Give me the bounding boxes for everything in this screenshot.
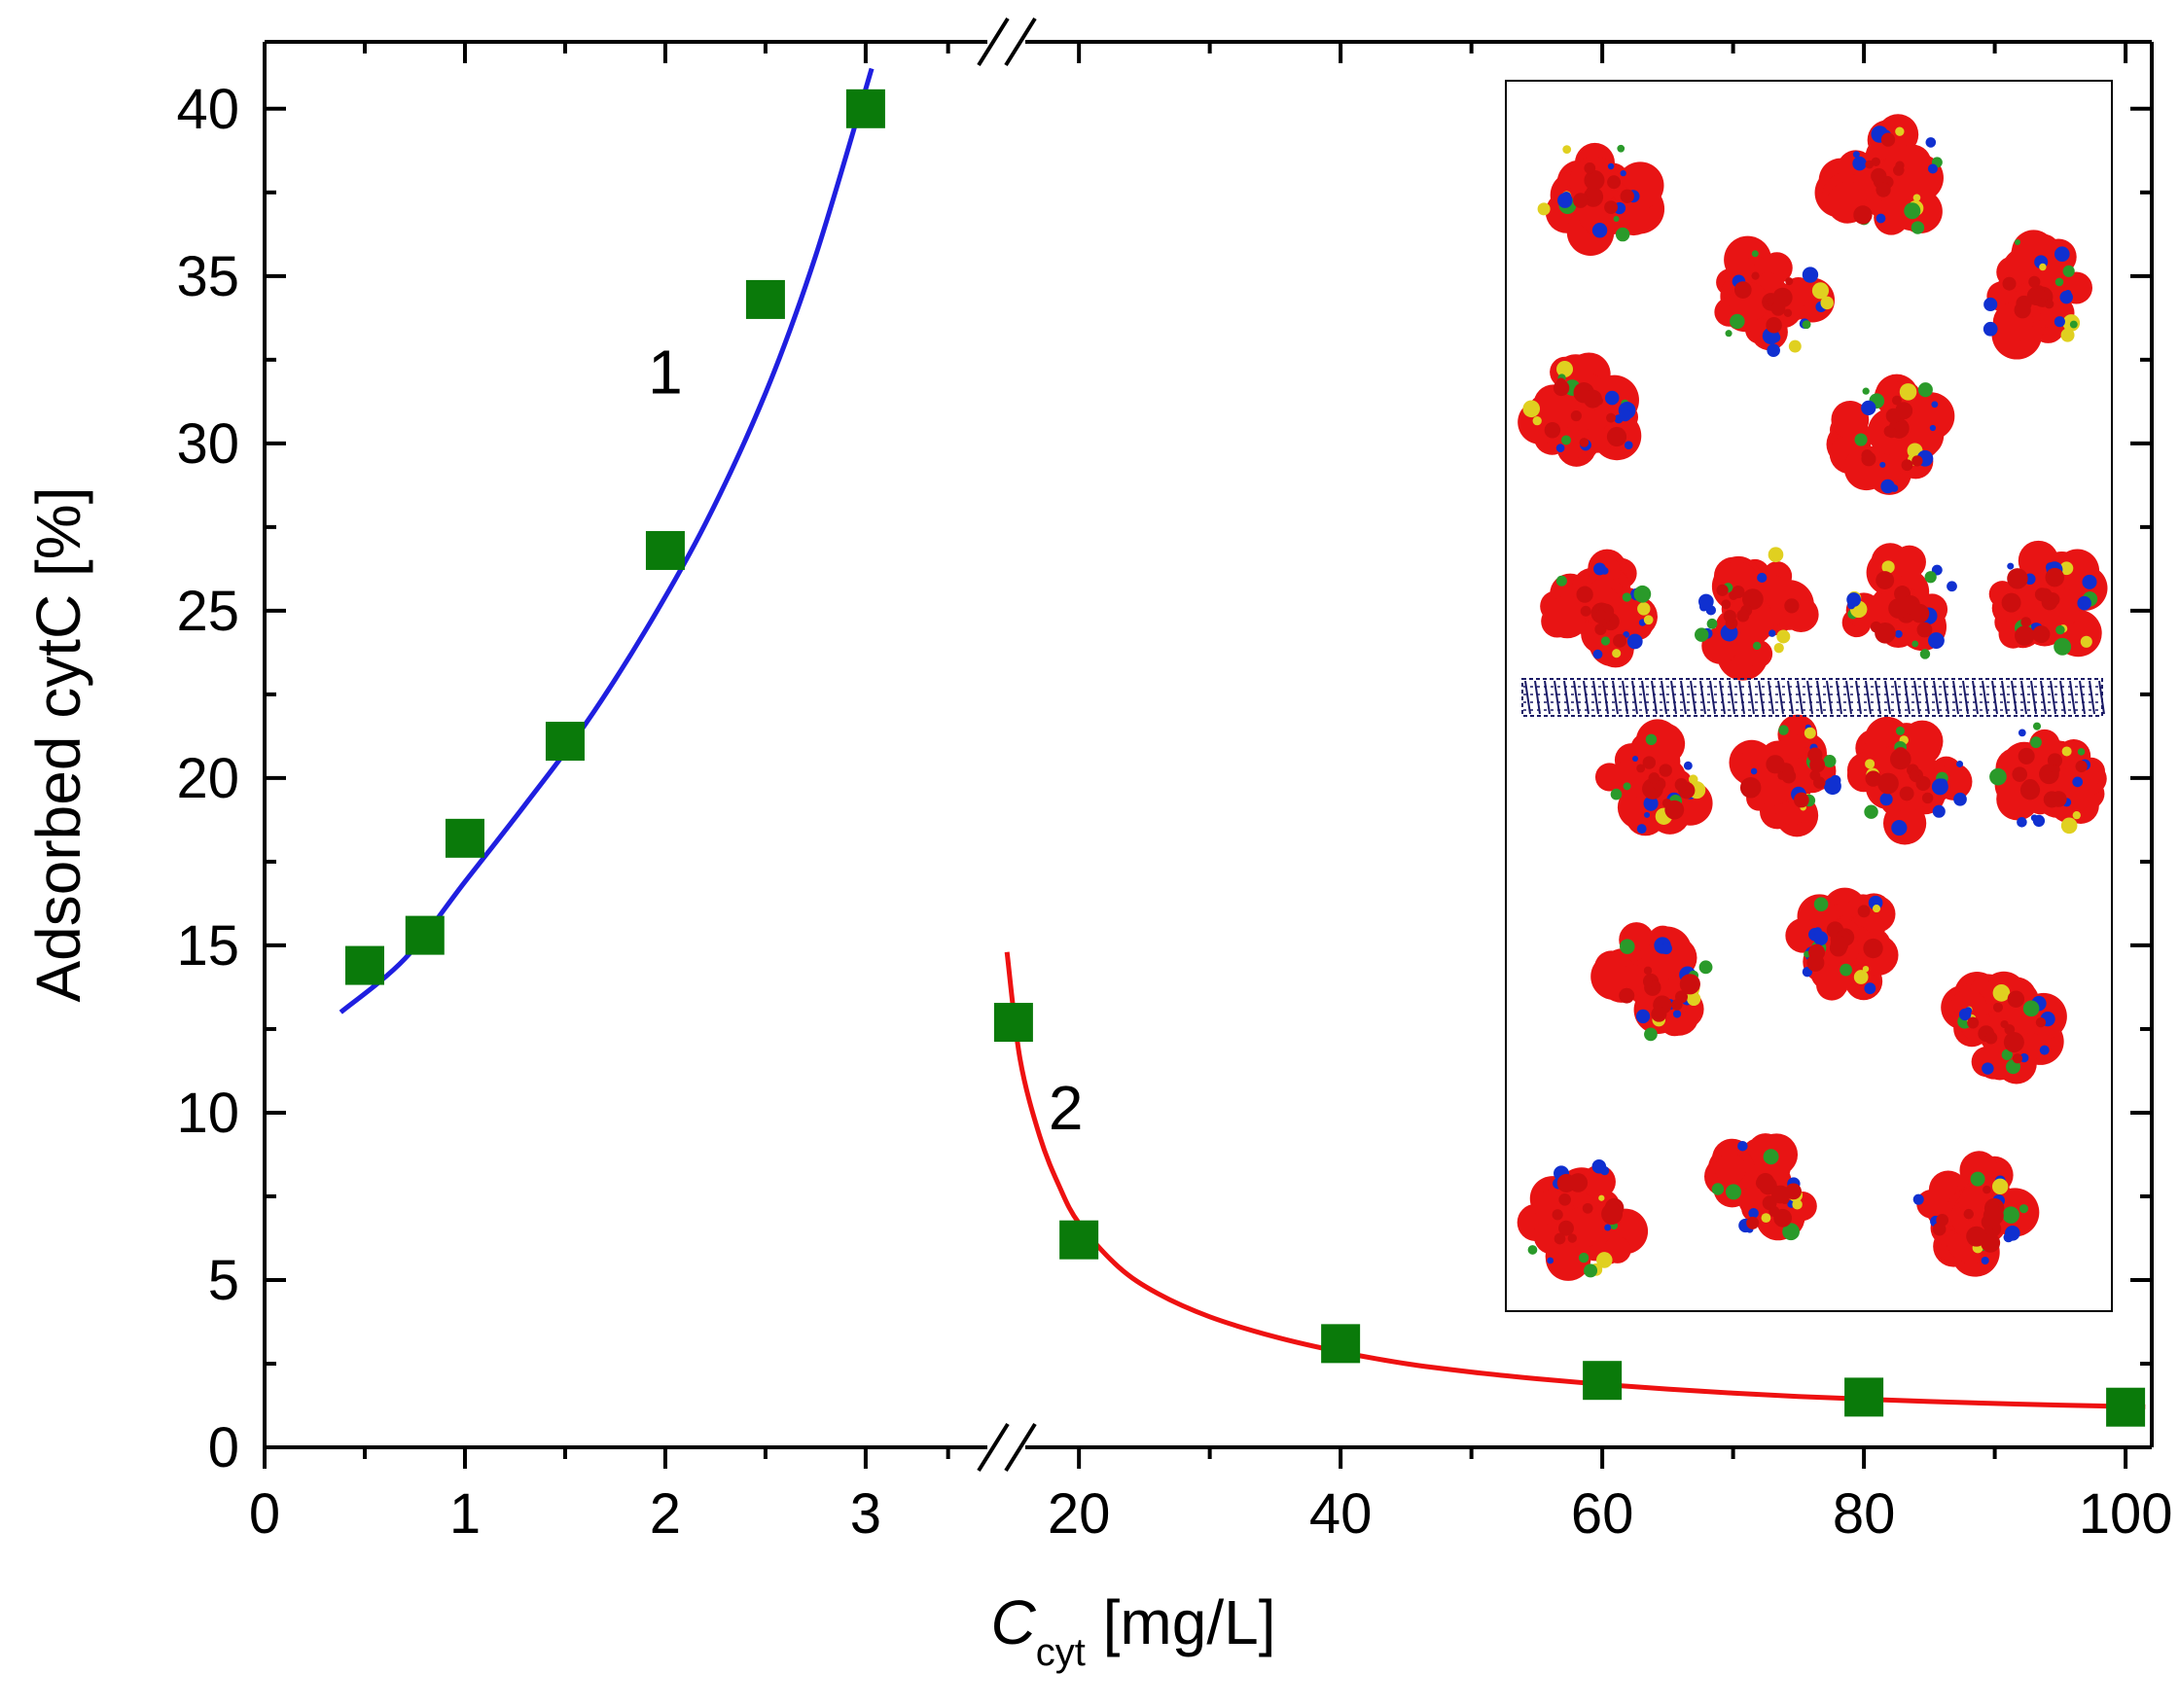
y-tick-label: 40 [176,78,239,141]
y-tick-label: 10 [176,1082,239,1145]
data-point [993,1003,1033,1043]
x-tick-label: 80 [1833,1482,1896,1546]
y-tick-label: 35 [176,245,239,308]
data-point [1583,1361,1623,1401]
y-tick-label: 25 [176,580,239,643]
y-tick-label: 5 [208,1249,239,1312]
protein-molecule [1988,540,2108,658]
protein-molecule [1540,549,1658,668]
protein-molecule [1846,716,1973,845]
y-tick-label: 0 [208,1416,239,1479]
data-point [845,89,885,128]
axis-break-mark [977,1422,1010,1473]
fit-curve-1 [339,67,875,1014]
x-tick-label: 100 [2079,1482,2173,1546]
protein-molecule [1941,971,2067,1085]
protein-molecule [1983,230,2092,360]
x-tick-label: 3 [850,1482,881,1546]
axis-break-mark [1004,17,1037,67]
graphene-sheet [1521,678,2105,717]
protein-molecule [1814,114,1944,235]
data-point [1844,1377,1884,1417]
x-axis-title: Ccyt [mg/L] [991,1587,1276,1674]
curve-label-2: 2 [1049,1073,1084,1143]
protein-molecule [1729,714,1841,837]
inset-protein-schematic [1505,80,2113,1312]
data-point [745,279,785,319]
data-point [645,530,685,570]
protein-molecule [1785,887,1899,1001]
protein-molecule [1703,1133,1817,1241]
y-tick-label: 20 [176,747,239,810]
fit-curve-2 [1004,951,2146,1409]
data-point [344,945,384,985]
data-point [445,818,484,858]
protein-molecule [1912,1151,2040,1277]
protein-molecule [1695,547,1819,681]
data-point [1321,1324,1361,1364]
data-point [1059,1220,1099,1260]
y-tick-label: 15 [176,914,239,978]
data-point [2106,1387,2146,1427]
x-tick-label: 2 [650,1482,681,1546]
protein-molecule [1826,374,1955,495]
x-tick-label: 0 [249,1482,280,1546]
x-tick-label: 40 [1309,1482,1373,1546]
y-tick-label: 30 [176,412,239,476]
x-tick-label: 1 [449,1482,481,1546]
x-tick-label: 20 [1048,1482,1111,1546]
curve-label-1: 1 [648,337,683,407]
x-tick-label: 60 [1571,1482,1634,1546]
protein-molecule [1594,719,1713,836]
protein-molecule [1841,543,1957,659]
data-point [405,915,445,955]
protein-molecule [1517,1158,1649,1281]
axis-break-mark [1004,1422,1037,1473]
axis-break-mark [977,17,1010,67]
protein-molecule [1537,142,1665,256]
protein-molecule [1590,922,1713,1042]
y-axis-title: Adsorbed cytC [%] [23,487,93,1003]
protein-molecule [1714,235,1836,357]
data-point [545,722,585,762]
protein-molecule [1518,352,1642,467]
protein-molecule [1989,722,2107,835]
